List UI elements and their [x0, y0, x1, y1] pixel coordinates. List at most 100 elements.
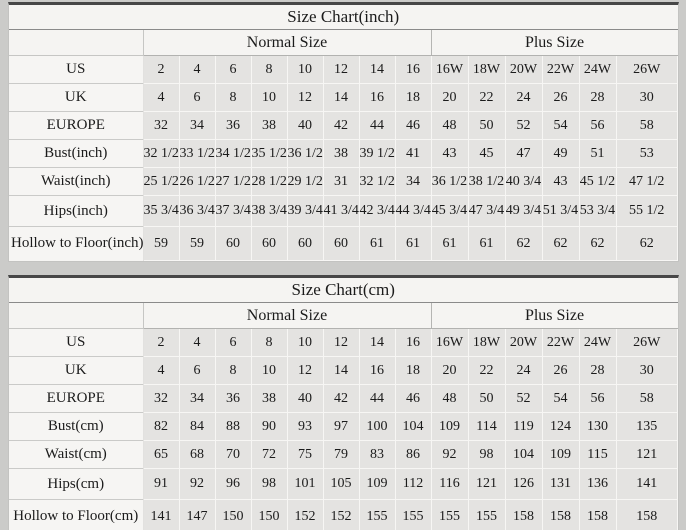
size-value-cell: 150 — [214, 499, 252, 530]
size-value-cell: 91 — [142, 468, 180, 500]
row-label: UK — [9, 356, 144, 385]
size-value-cell: 54 — [541, 384, 580, 413]
size-value-cell: 62 — [615, 226, 678, 261]
size-value-cell: 22 — [467, 356, 506, 385]
size-value-cell: 61 — [394, 226, 432, 261]
size-value-cell: 40 — [286, 111, 324, 140]
size-value-cell: 4 — [178, 55, 216, 84]
size-value-cell: 59 — [142, 226, 180, 261]
size-value-cell: 55 1/2 — [615, 195, 678, 227]
size-value-cell: 12 — [322, 55, 360, 84]
size-value-cell: 14 — [358, 328, 396, 357]
size-value-cell: 121 — [615, 440, 678, 469]
size-value-cell: 83 — [358, 440, 396, 469]
size-value-cell: 2 — [142, 328, 180, 357]
size-value-cell: 30 — [615, 356, 678, 385]
size-value-cell: 36 1/2 — [286, 139, 324, 168]
size-value-cell: 53 3/4 — [578, 195, 617, 227]
normal-size-header: Normal Size — [142, 29, 431, 56]
size-value-cell: 104 — [504, 440, 543, 469]
size-value-cell: 4 — [142, 83, 180, 112]
size-value-cell: 34 — [178, 111, 216, 140]
size-value-cell: 24 — [504, 356, 543, 385]
row-label: Hollow to Floor(cm) — [9, 499, 144, 530]
table-row: EUROPE 32 34 36 38 40 42 44 46 48 50 52 54 56 58 — [9, 111, 678, 140]
size-value-cell: 50 — [467, 111, 506, 140]
size-value-cell: 126 — [504, 468, 543, 500]
size-value-cell: 20W — [504, 55, 543, 84]
table-row: Hollow to Floor(cm) 141 147 150 150 152 152 155… — [9, 499, 678, 530]
table-row: Bust(cm) 82 84 88 90 93 97 100 104 109 114 119 124 13… — [9, 412, 678, 441]
plus-size-header: Plus Size — [430, 29, 678, 56]
size-value-cell: 16 — [358, 83, 396, 112]
size-value-cell: 135 — [615, 412, 678, 441]
size-value-cell: 70 — [214, 440, 252, 469]
size-value-cell: 16 — [358, 356, 396, 385]
size-value-cell: 44 — [358, 111, 396, 140]
row-label: Waist(inch) — [9, 167, 144, 196]
row-label: Hollow to Floor(inch) — [9, 226, 144, 261]
size-value-cell: 97 — [322, 412, 360, 441]
size-value-cell: 26 — [541, 356, 580, 385]
size-value-cell: 18 — [394, 83, 432, 112]
size-value-cell: 4 — [142, 356, 180, 385]
size-value-cell: 114 — [467, 412, 506, 441]
table-title-row: Size Chart(cm) — [9, 278, 678, 303]
size-value-cell: 14 — [322, 83, 360, 112]
row-label: EUROPE — [9, 384, 144, 413]
size-value-cell: 16W — [430, 55, 469, 84]
table-row: Hips(cm) 91 92 96 98 101 105 109 112 116 121 126 131… — [9, 468, 678, 500]
size-value-cell: 53 — [615, 139, 678, 168]
row-label: EUROPE — [9, 111, 144, 140]
size-value-cell: 38 — [250, 384, 288, 413]
size-value-cell: 14 — [322, 356, 360, 385]
size-value-cell: 6 — [214, 55, 252, 84]
size-value-cell: 62 — [504, 226, 543, 261]
size-value-cell: 41 — [394, 139, 432, 168]
size-value-cell: 65 — [142, 440, 180, 469]
size-value-cell: 10 — [286, 328, 324, 357]
size-value-cell: 101 — [286, 468, 324, 500]
size-value-cell: 43 — [541, 167, 580, 196]
size-value-cell: 47 1/2 — [615, 167, 678, 196]
size-value-cell: 98 — [467, 440, 506, 469]
size-chart-cm-body: US 2 4 6 8 10 12 14 16 16W 18W 20W 22W 24W 26W UK 4 6 8 10 1… — [9, 328, 678, 530]
size-value-cell: 18W — [467, 328, 506, 357]
size-value-cell: 39 3/4 — [286, 195, 324, 227]
size-value-cell: 42 — [322, 111, 360, 140]
size-value-cell: 8 — [250, 328, 288, 357]
size-value-cell: 158 — [541, 499, 580, 530]
size-value-cell: 34 1/2 — [214, 139, 252, 168]
corner-cell — [9, 302, 144, 329]
size-value-cell: 92 — [430, 440, 469, 469]
size-value-cell: 6 — [214, 328, 252, 357]
size-value-cell: 2 — [142, 55, 180, 84]
size-value-cell: 20W — [504, 328, 543, 357]
size-value-cell: 44 3/4 — [394, 195, 432, 227]
table-title: Size Chart(cm) — [9, 278, 678, 303]
table-row: EUROPE 32 34 36 38 40 42 44 46 48 50 52 54 56 58 — [9, 384, 678, 413]
size-chart-cm-panel: Size Chart(cm) Normal Size Plus Size US 2… — [8, 275, 679, 530]
size-value-cell: 32 1/2 — [358, 167, 396, 196]
size-value-cell: 12 — [286, 83, 324, 112]
size-value-cell: 28 — [578, 356, 617, 385]
size-value-cell: 12 — [286, 356, 324, 385]
size-chart-inch-panel: Size Chart(inch) Normal Size Plus Size U… — [8, 2, 679, 262]
table-row: US 2 4 6 8 10 12 14 16 16W 18W 20W 22W 24W 26W — [9, 55, 678, 84]
size-value-cell: 61 — [358, 226, 396, 261]
table-row: Bust(inch) 32 1/2 33 1/2 34 1/2 35 1/2 36 1/2… — [9, 139, 678, 168]
size-value-cell: 52 — [504, 111, 543, 140]
size-value-cell: 58 — [615, 111, 678, 140]
size-value-cell: 90 — [250, 412, 288, 441]
size-chart-cm-table: Size Chart(cm) Normal Size Plus Size US 2… — [9, 278, 678, 530]
size-value-cell: 136 — [578, 468, 617, 500]
size-value-cell: 45 3/4 — [430, 195, 469, 227]
size-value-cell: 38 — [322, 139, 360, 168]
size-value-cell: 32 — [142, 384, 180, 413]
row-label: Bust(cm) — [9, 412, 144, 441]
size-value-cell: 155 — [358, 499, 396, 530]
size-value-cell: 25 1/2 — [142, 167, 180, 196]
size-value-cell: 34 — [178, 384, 216, 413]
size-value-cell: 26 — [541, 83, 580, 112]
table-row: UK 4 6 8 10 12 14 16 18 20 22 24 26 28 30 — [9, 356, 678, 385]
